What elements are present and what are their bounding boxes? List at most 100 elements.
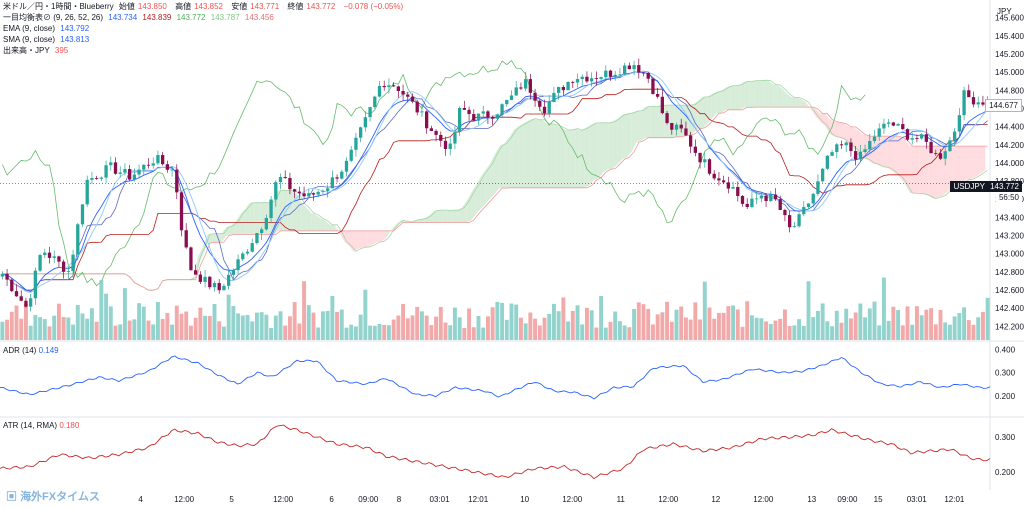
candle-body (552, 92, 556, 102)
volume-bar (254, 312, 259, 340)
volume-bar (99, 280, 104, 340)
volume-bar (698, 319, 703, 340)
candle-body (717, 178, 721, 181)
volume-bar (848, 318, 853, 340)
volume-bar (528, 312, 533, 340)
ichimoku-cloud-segment (924, 146, 929, 197)
volume-bar (933, 324, 938, 340)
legend-volume[interactable]: 出来高・JPY 395 (3, 46, 71, 56)
ichimoku-cloud-segment (127, 276, 132, 283)
volume-bar (80, 313, 85, 340)
volume-bar (938, 309, 943, 340)
legend-sma[interactable]: SMA (9, close) 143.813 (3, 35, 92, 45)
ichimoku-cloud-segment (311, 212, 316, 231)
volume-bar (514, 304, 519, 340)
volume-bar (731, 305, 736, 340)
volume-label: 出来高・JPY (3, 46, 50, 55)
candle-body (387, 85, 391, 88)
volume-bar (518, 317, 523, 340)
ichimoku-cloud-segment (612, 118, 618, 169)
ichimoku-cloud-segment (801, 99, 807, 108)
price-tick-label: 143.000 (995, 250, 1024, 259)
ichimoku-conversion: 143.734 (108, 13, 138, 22)
candle-body (820, 168, 825, 182)
candle-body (674, 124, 679, 130)
ichimoku-cloud-segment (212, 233, 217, 243)
volume-bar (71, 324, 76, 340)
candle-body (877, 128, 881, 137)
volume-bar (943, 322, 948, 340)
volume-bar (500, 302, 505, 340)
candle-body (57, 256, 61, 262)
volume-bar (85, 318, 90, 340)
volume-bar (273, 315, 278, 340)
legend-ema[interactable]: EMA (9, close) 143.792 (3, 24, 92, 34)
ichimoku-cloud-segment (641, 106, 646, 141)
candle-body (858, 151, 863, 160)
candle-body (47, 252, 52, 258)
candle-body (255, 233, 259, 244)
candle-body (429, 128, 434, 131)
candle-body (208, 276, 212, 288)
price-tick-label: 145.000 (995, 68, 1024, 77)
volume-bar (636, 302, 641, 340)
low-label: 安値 (231, 2, 248, 11)
volume-bar (688, 319, 693, 340)
volume-bar (410, 315, 415, 340)
ichimoku-cloud-segment (627, 112, 632, 158)
volume-bar (820, 303, 825, 340)
legend-ichimoku[interactable]: 一目均衡表⊘ (9, 26, 52, 26) 143.734 143.839 1… (3, 13, 277, 23)
ichimoku-cloud-segment (740, 81, 745, 110)
ichimoku-lagging: 143.772 (176, 13, 206, 22)
volume-bar (962, 307, 967, 340)
candle-body (660, 96, 665, 114)
candle-body (94, 178, 99, 179)
volume-bar (811, 317, 816, 340)
price-tick-label: 144.200 (995, 141, 1024, 150)
countdown-tag: 56:50 (995, 192, 1022, 203)
candle-body (43, 252, 47, 255)
candle-body (415, 101, 419, 113)
time-tick-label: 15 (874, 495, 883, 504)
volume-bar (108, 306, 113, 340)
ichimoku-cloud-segment (429, 210, 434, 223)
ichimoku-cloud-segment (688, 104, 693, 136)
ichimoku-cloud-segment (556, 125, 561, 188)
candle-body (453, 132, 457, 144)
candle-body (259, 229, 264, 234)
candle-body (472, 114, 476, 121)
volume-bar (306, 305, 311, 340)
volume-bar (957, 313, 962, 340)
ichimoku-cloud-segment (504, 137, 510, 189)
volume-bar (89, 308, 94, 340)
volume-bar (471, 327, 476, 340)
volume-bar (806, 281, 811, 340)
volume-bar (801, 325, 806, 340)
ichimoku-cloud-segment (231, 221, 236, 235)
volume-bar (236, 313, 241, 340)
ichimoku-cloud-segment (391, 224, 396, 231)
volume-bar (914, 306, 919, 340)
atr-legend[interactable]: ATR (14, RMA) 0.180 (3, 421, 79, 430)
volume-bar (245, 314, 250, 340)
candle-body (0, 273, 5, 277)
candle-body (250, 243, 254, 252)
adr-tick-label: 0.300 (995, 369, 1016, 378)
candle-body (156, 155, 160, 164)
candle-body (198, 274, 203, 282)
candle-body (618, 74, 622, 76)
ichimoku-span-b-line (2, 106, 988, 291)
ichimoku-cloud-segment (834, 121, 840, 138)
candle-body (787, 215, 792, 228)
adr-legend[interactable]: ADR (14) 0.149 (3, 346, 59, 355)
volume-bar (716, 312, 721, 340)
volume-bar (391, 319, 396, 340)
candle-body (457, 107, 462, 133)
volume-bar (61, 317, 66, 340)
volume-bar (14, 305, 19, 340)
volume-bar (184, 311, 189, 340)
volume-bar (584, 307, 589, 340)
ichimoku-cloud-segment (443, 210, 448, 223)
ichimoku-cloud-segment (848, 126, 854, 148)
